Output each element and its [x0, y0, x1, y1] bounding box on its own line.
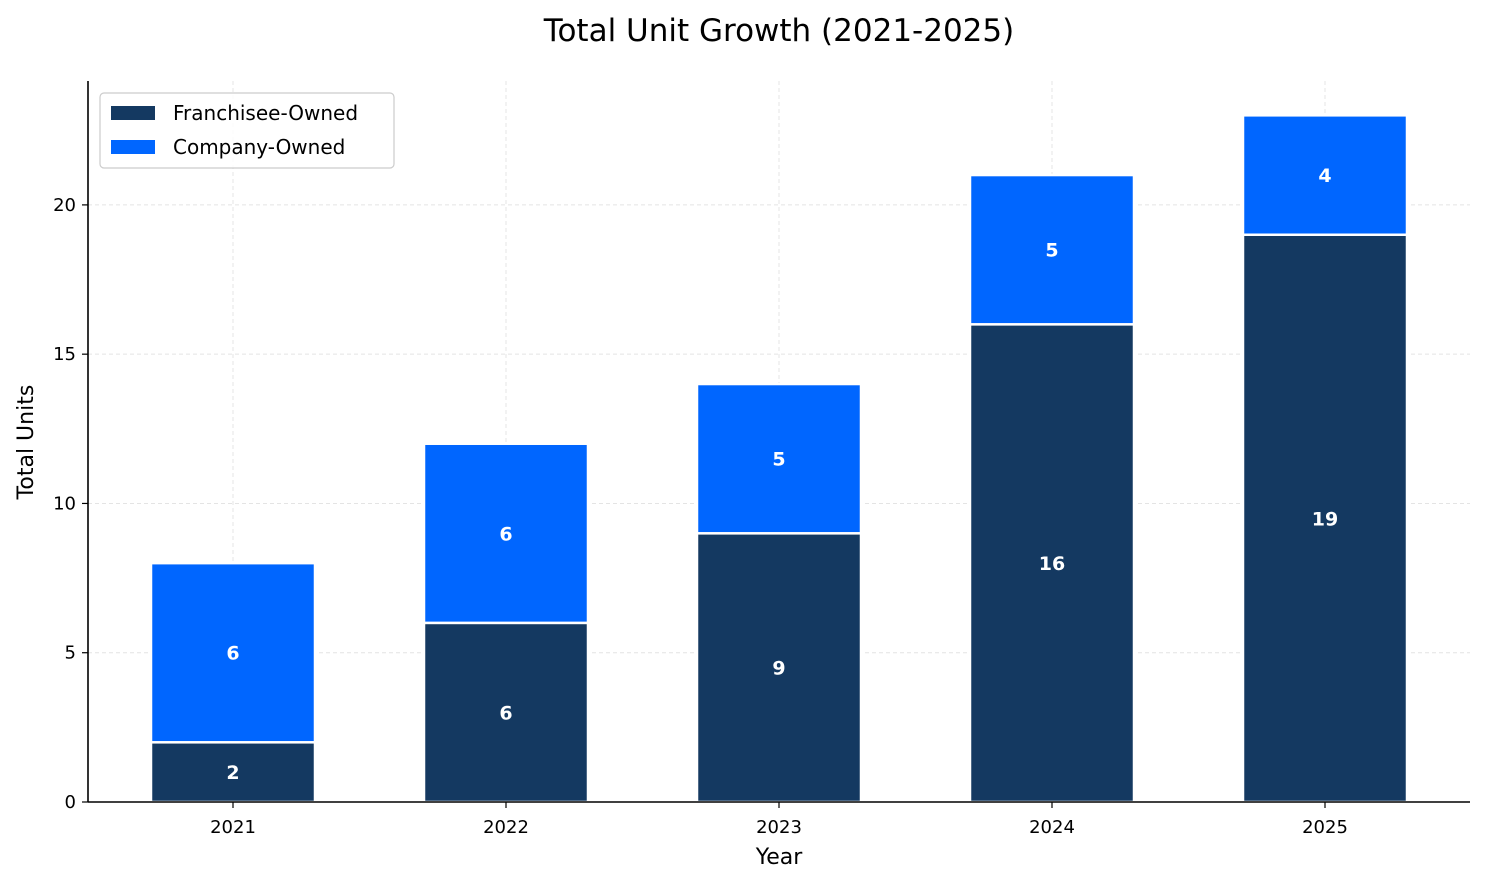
- y-tick-label: 15: [53, 344, 76, 365]
- bar-value-label: 6: [226, 643, 239, 665]
- bar-company-owned: [149, 561, 317, 744]
- bars-group: [149, 114, 1409, 804]
- x-tick-label: 2021: [210, 817, 256, 838]
- bar-value-label: 16: [1039, 553, 1065, 575]
- bar-company-owned: [968, 173, 1136, 326]
- y-axis-label: Total Units: [14, 385, 39, 501]
- bar-value-label: 2: [226, 762, 239, 784]
- y-tick-label: 0: [65, 792, 76, 813]
- bar-company-owned: [1241, 114, 1409, 237]
- bar-company-owned: [422, 442, 590, 625]
- legend-swatch: [111, 106, 155, 120]
- x-axis-label: Year: [755, 845, 804, 870]
- bar-value-label: 5: [1045, 240, 1058, 262]
- y-tick-label: 5: [65, 643, 76, 664]
- legend: Franchisee-Owned Company-Owned: [99, 92, 395, 169]
- bar-value-label: 19: [1312, 508, 1338, 530]
- y-tick-label: 20: [53, 195, 76, 216]
- y-tick-label: 10: [53, 493, 76, 514]
- bar-value-label: 6: [499, 523, 512, 545]
- bar-labels-group: 2 6 6 6 9 5 16 5 19 4: [226, 165, 1338, 784]
- bar-franchisee-owned: [1241, 233, 1409, 804]
- y-ticks-group: 0 5 10 15 20: [53, 195, 88, 813]
- x-tick-label: 2025: [1302, 817, 1348, 838]
- legend-box: [99, 92, 395, 169]
- bar-franchisee-owned: [968, 323, 1136, 804]
- bar-value-label: 6: [499, 702, 512, 724]
- legend-label: Company-Owned: [173, 135, 345, 159]
- bar-value-label: 9: [772, 658, 785, 680]
- legend-label: Franchisee-Owned: [173, 101, 358, 125]
- bar-company-owned: [695, 382, 863, 535]
- x-tick-label: 2023: [756, 817, 802, 838]
- x-tick-label: 2024: [1029, 817, 1075, 838]
- bar-value-label: 4: [1318, 165, 1331, 187]
- x-tick-label: 2022: [483, 817, 529, 838]
- legend-swatch: [111, 140, 155, 154]
- chart-title: Total Unit Growth (2021-2025): [543, 13, 1014, 49]
- x-ticks-group: 2021 2022 2023 2024 2025: [210, 802, 1348, 838]
- bar-value-label: 5: [772, 449, 785, 471]
